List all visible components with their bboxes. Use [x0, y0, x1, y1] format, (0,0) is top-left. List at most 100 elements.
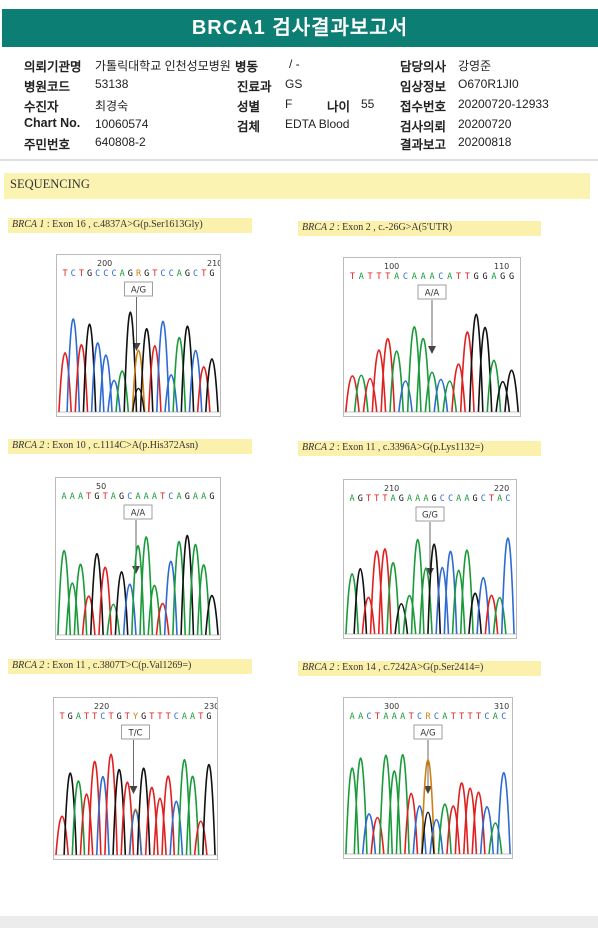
- base-letter: A: [359, 272, 364, 282]
- info-label: 진료과: [237, 80, 272, 94]
- base-letter: G: [117, 712, 122, 722]
- base-letter: T: [103, 492, 108, 502]
- trace-peak: [129, 810, 142, 856]
- trace-peak: [120, 781, 135, 856]
- trace-peak: [361, 596, 376, 635]
- trace-peak: [437, 803, 452, 855]
- base-letter: T: [92, 712, 97, 722]
- base-letter: T: [201, 269, 206, 279]
- trace-peak: [371, 349, 387, 413]
- trace-peak: [180, 534, 195, 636]
- base-letter: G: [87, 269, 92, 279]
- trace-peak: [74, 343, 89, 413]
- trace-peak: [369, 550, 384, 635]
- trace-peak: [90, 342, 105, 413]
- trace-peak: [344, 375, 360, 413]
- trace-peak: [500, 537, 515, 635]
- position-number: 210: [384, 484, 399, 493]
- base-letter: A: [400, 712, 405, 722]
- position-number: 220: [494, 484, 509, 493]
- base-letter: G: [185, 492, 190, 502]
- base-letter: A: [152, 492, 157, 502]
- trace-peak: [131, 544, 145, 636]
- base-letter: A: [144, 492, 149, 502]
- trace-peak: [122, 583, 137, 636]
- genotype-label: G/G: [422, 511, 438, 521]
- divider: [0, 159, 598, 161]
- panel-label-1: BRCA 1 : Exon 16 , c.4837A>G(p.Ser1613Gl…: [8, 218, 252, 233]
- base-letter: A: [442, 712, 447, 722]
- position-number: 100: [384, 262, 399, 271]
- base-letter: T: [476, 712, 481, 722]
- base-letter: G: [206, 712, 211, 722]
- base-letter: C: [103, 269, 108, 279]
- base-letter: T: [468, 712, 473, 722]
- genotype-label: T/C: [128, 729, 143, 739]
- trace-peak: [488, 822, 503, 855]
- trace-peak: [412, 805, 427, 855]
- genotype-box: [123, 504, 153, 520]
- trace-peak: [114, 571, 129, 636]
- genotype-box: [417, 284, 447, 300]
- base-letter: A: [350, 494, 355, 504]
- variant-desc: : Exon 10 , c.1114C>A(p.His372Asn): [46, 440, 199, 451]
- variant-desc: : Exon 16 , c.4837A>G(p.Ser1613Gly): [46, 219, 203, 230]
- info-label: 접수번호: [400, 100, 447, 114]
- trace-peak: [386, 561, 401, 635]
- trace-peak: [402, 595, 417, 635]
- gene-name: BRCA 2: [12, 660, 45, 671]
- trace-peak: [89, 553, 104, 636]
- base-letter: T: [63, 269, 68, 279]
- base-letter: A: [423, 494, 428, 504]
- trace-peak: [415, 338, 431, 413]
- gene-name: BRCA 2: [302, 662, 335, 673]
- base-letter: A: [407, 494, 412, 504]
- base-letter: C: [174, 712, 179, 722]
- base-letter: C: [481, 494, 486, 504]
- trace-peak: [476, 577, 491, 635]
- base-letter: T: [125, 712, 130, 722]
- variant-desc: : Exon 11 , c.3807T>C(p.Val1269=): [46, 660, 192, 671]
- trace-peak: [435, 566, 450, 635]
- panel-label-5: BRCA 2 : Exon 11 , c.3807T>C(p.Val1269=): [8, 659, 252, 674]
- trace-peak: [468, 592, 483, 635]
- base-letter: C: [169, 269, 174, 279]
- base-letter: G: [509, 272, 514, 282]
- base-letter: R: [136, 269, 142, 279]
- base-letter: A: [447, 272, 452, 282]
- trace-peak: [169, 800, 184, 856]
- trace-peak: [462, 787, 478, 855]
- base-letter: G: [474, 272, 479, 282]
- base-letter: T: [385, 272, 390, 282]
- base-letter: T: [451, 712, 456, 722]
- genotype-box: [415, 506, 445, 522]
- trace-peak: [424, 371, 440, 413]
- base-letter: G: [144, 269, 149, 279]
- base-letter: C: [403, 272, 408, 282]
- base-letter: T: [409, 712, 414, 722]
- position-number: 110: [494, 262, 509, 271]
- base-letter: A: [394, 272, 399, 282]
- trace-peak: [418, 567, 433, 635]
- trace-peak: [406, 326, 422, 413]
- trace-peak: [95, 776, 110, 856]
- trace-peak: [389, 350, 405, 413]
- trace-peak: [115, 370, 130, 413]
- base-letter: C: [434, 712, 439, 722]
- chromatogram-5: 220 230 T G A T T C T G T Y G T T T C A A T G T/C: [53, 697, 218, 860]
- base-letter: G: [209, 492, 214, 502]
- base-letter: T: [198, 712, 203, 722]
- genotype-box: [413, 724, 443, 740]
- chromatogram-2: 100 110 T A T T T A C A A A C A T T G G A G G A/A: [343, 257, 521, 417]
- info-value: 640808-2: [95, 135, 146, 149]
- base-letter: T: [368, 272, 373, 282]
- gene-name: BRCA 2: [302, 222, 335, 233]
- base-letter: R: [425, 712, 431, 722]
- info-value: 53138: [95, 77, 129, 91]
- base-letter: G: [94, 492, 99, 502]
- trace-peak: [442, 380, 458, 413]
- info-value: 가톨릭대학교 인천성모병원: [95, 59, 231, 73]
- trace-peak: [451, 363, 466, 413]
- trace-peak: [353, 374, 369, 413]
- genotype-label: A/G: [131, 286, 146, 296]
